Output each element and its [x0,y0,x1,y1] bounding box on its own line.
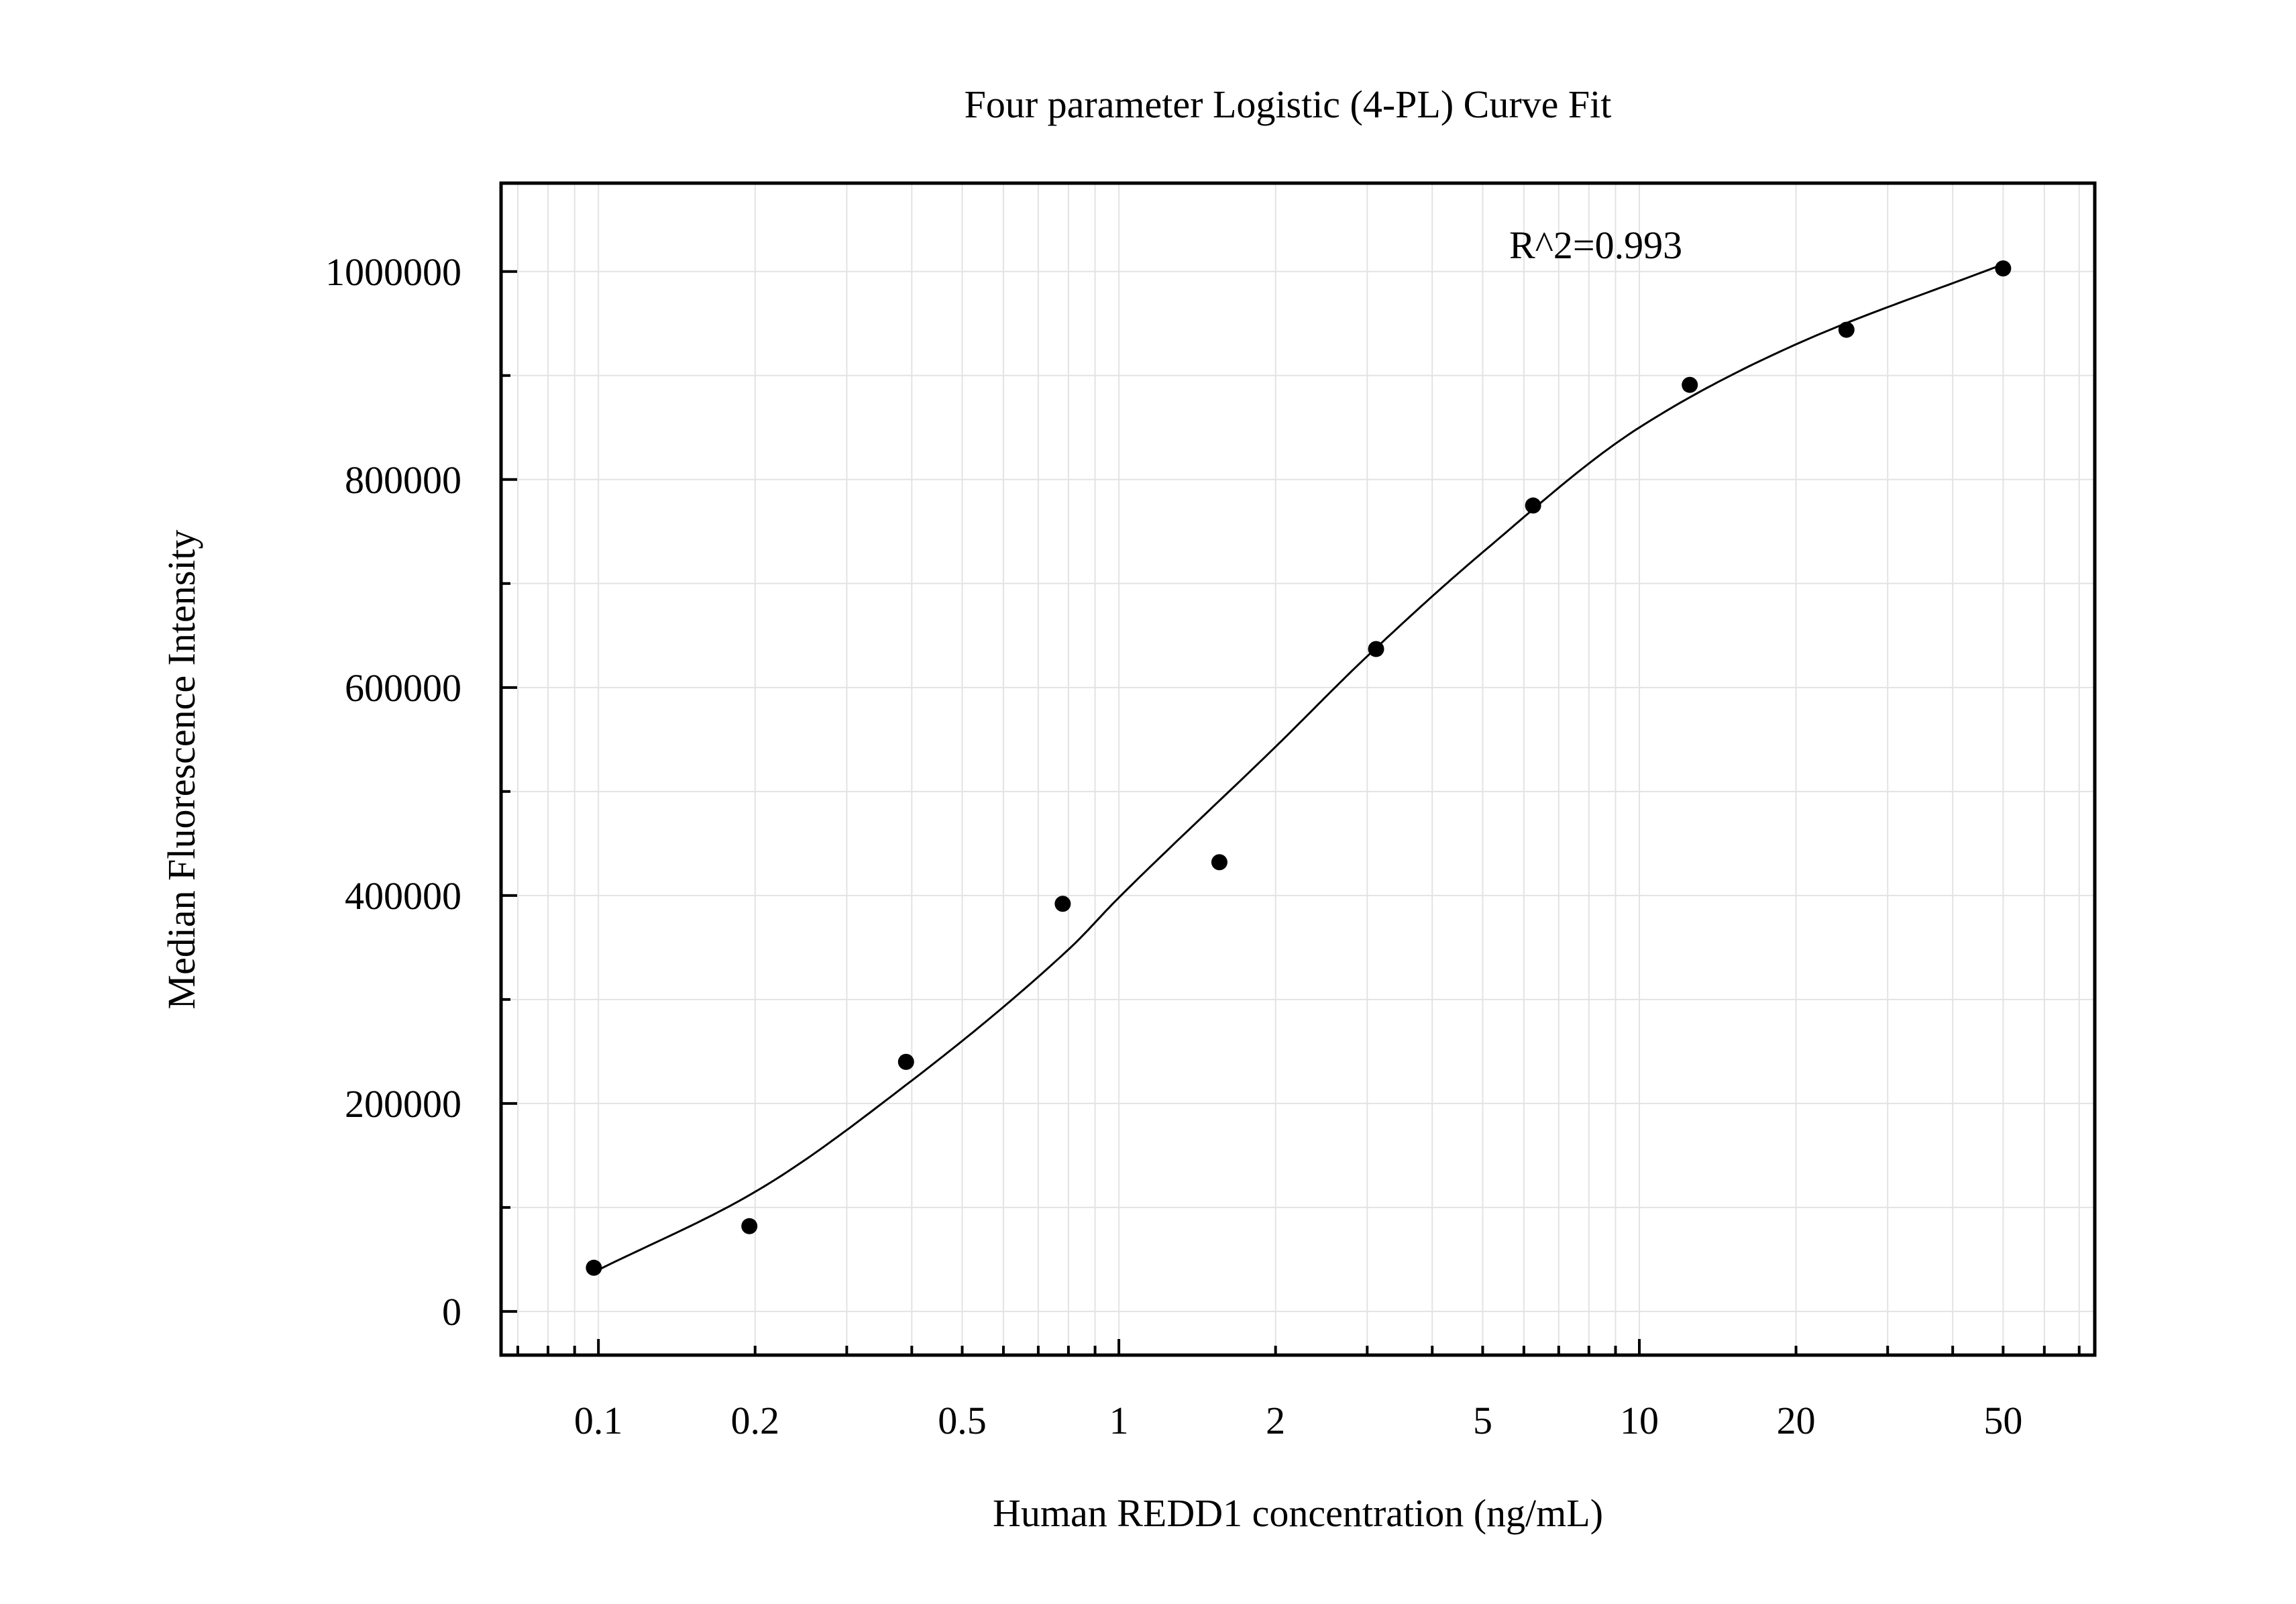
y-tick-label: 200000 [345,1082,461,1126]
x-tick-label: 0.2 [730,1399,779,1442]
y-axis-label: Median Fluorescence Intensity [160,529,203,1009]
data-point [586,1259,602,1276]
x-tick-label: 1 [1109,1399,1129,1442]
data-point [1525,497,1541,514]
y-tick-label: 0 [442,1290,461,1334]
x-tick-label: 50 [1983,1399,2022,1442]
x-tick-label: 0.1 [574,1399,623,1442]
y-tick-labels: 0 200000 400000 600000 800000 1000000 [325,250,461,1334]
x-tick-label: 2 [1266,1399,1285,1442]
x-tick-label: 10 [1620,1399,1659,1442]
plot-frame [499,181,2097,1357]
x-tick-label: 5 [1473,1399,1492,1442]
fit-curve [598,263,2004,1271]
data-point [1995,260,2012,277]
r-squared-annotation: R^2=0.993 [1509,223,1682,267]
x-tick-label: 0.5 [938,1399,987,1442]
axis-ticks [501,270,2081,1355]
data-point [1682,376,1698,393]
series-layer [586,260,2012,1276]
y-tick-label: 800000 [345,458,461,502]
y-tick-label: 400000 [345,874,461,918]
data-point [1054,896,1071,912]
chart-title: Four parameter Logistic (4-PL) Curve Fit [965,83,1612,126]
y-tick-label: 1000000 [325,250,461,294]
data-point [897,1053,914,1070]
data-point [741,1218,758,1234]
y-tick-label: 600000 [345,666,461,710]
data-point [1368,641,1384,657]
data-point [1838,321,1855,338]
x-axis-label: Human REDD1 concentration (ng/mL) [993,1491,1603,1535]
data-point [1211,854,1227,871]
x-tick-label: 20 [1777,1399,1816,1442]
x-tick-labels: 0.1 0.2 0.5 1 2 5 10 20 50 [574,1399,2022,1442]
grid [501,183,2095,1355]
